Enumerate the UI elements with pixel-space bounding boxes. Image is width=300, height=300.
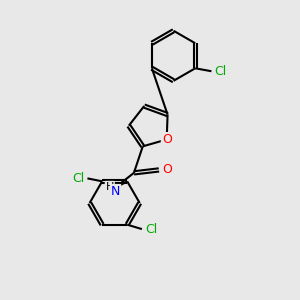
Text: Cl: Cl xyxy=(145,223,158,236)
Text: O: O xyxy=(162,133,172,146)
Text: Cl: Cl xyxy=(72,172,84,185)
Text: N: N xyxy=(111,185,120,198)
Text: O: O xyxy=(162,164,172,176)
Text: H: H xyxy=(106,182,114,192)
Text: Cl: Cl xyxy=(215,65,227,78)
